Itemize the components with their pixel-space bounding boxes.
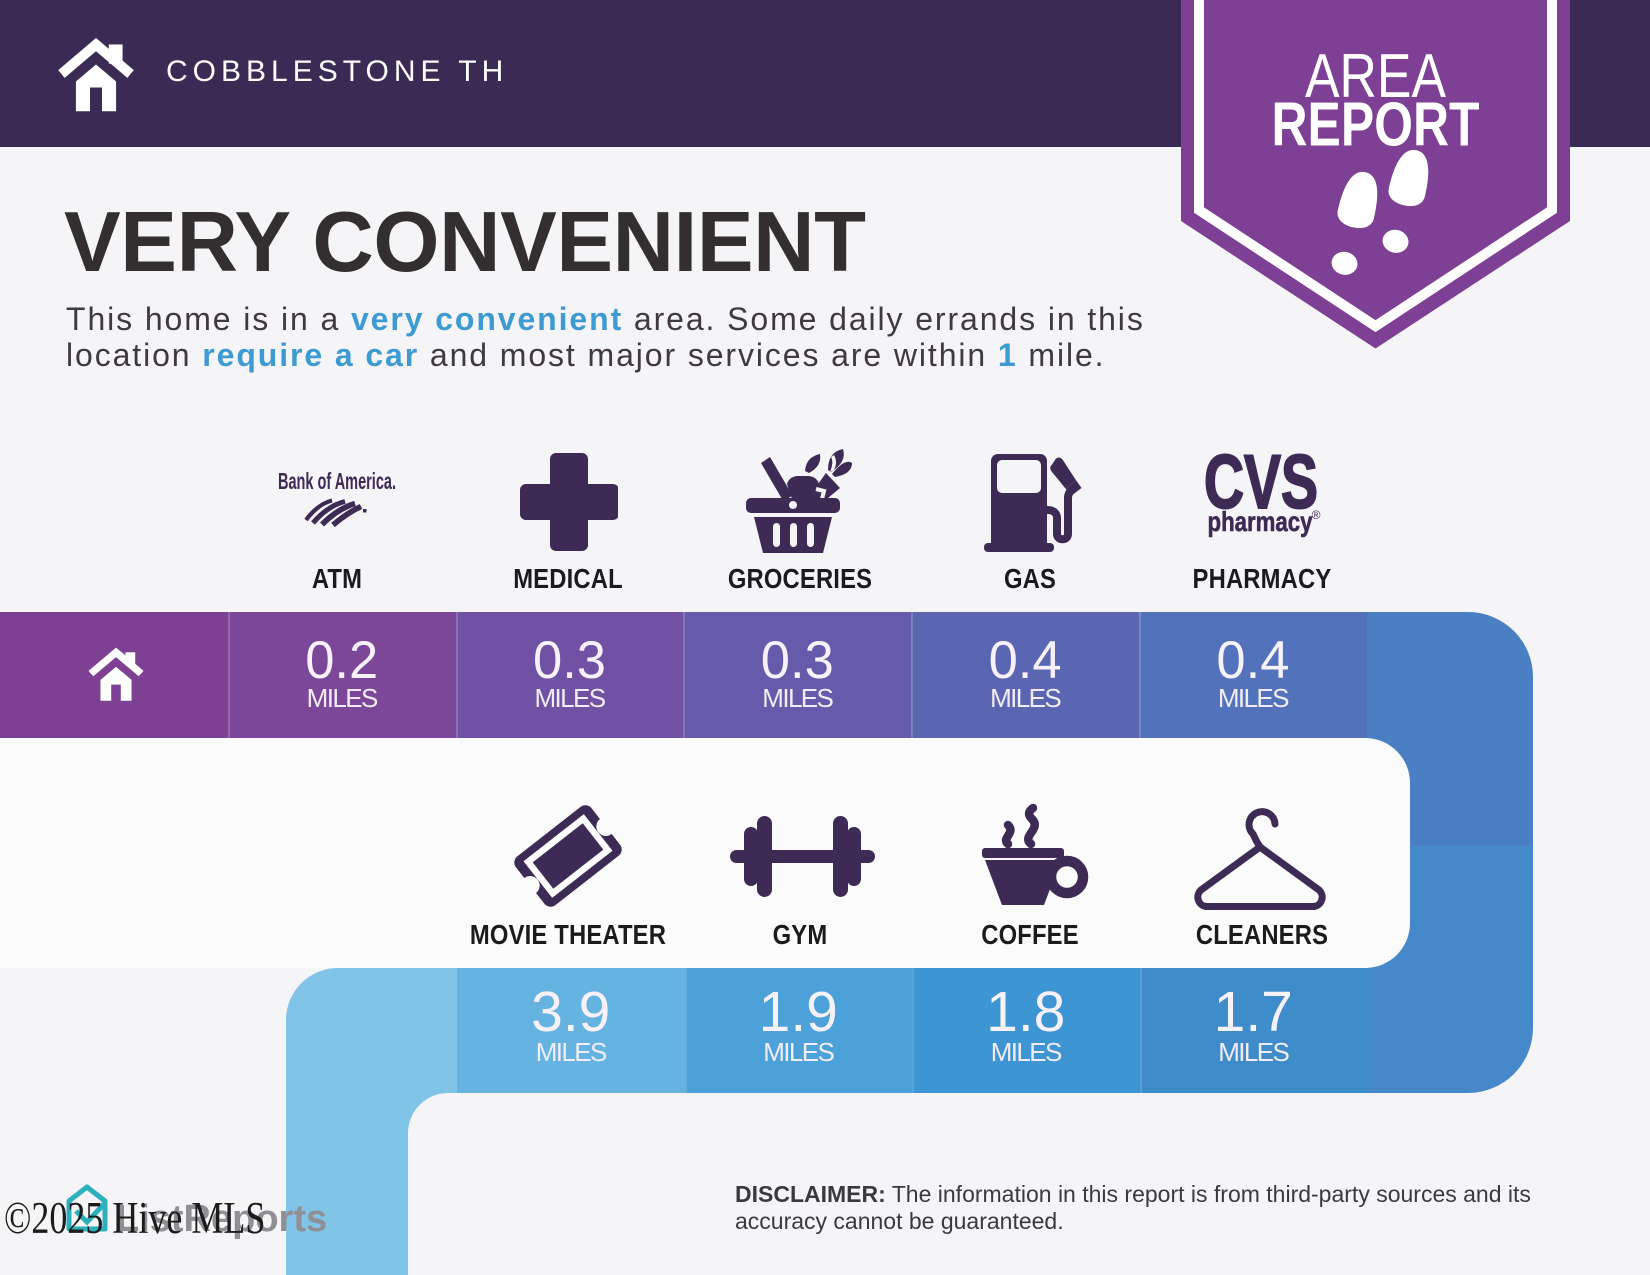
svg-text:Bank of America.: Bank of America. [278, 468, 396, 494]
svg-text:AREA: AREA [1305, 42, 1447, 111]
svg-text:®: ® [1312, 508, 1321, 522]
svg-text:CVS: CVS [1204, 440, 1318, 525]
svg-text:pharmacy: pharmacy [1208, 506, 1314, 537]
svg-text:REPORT: REPORT [1272, 91, 1480, 160]
